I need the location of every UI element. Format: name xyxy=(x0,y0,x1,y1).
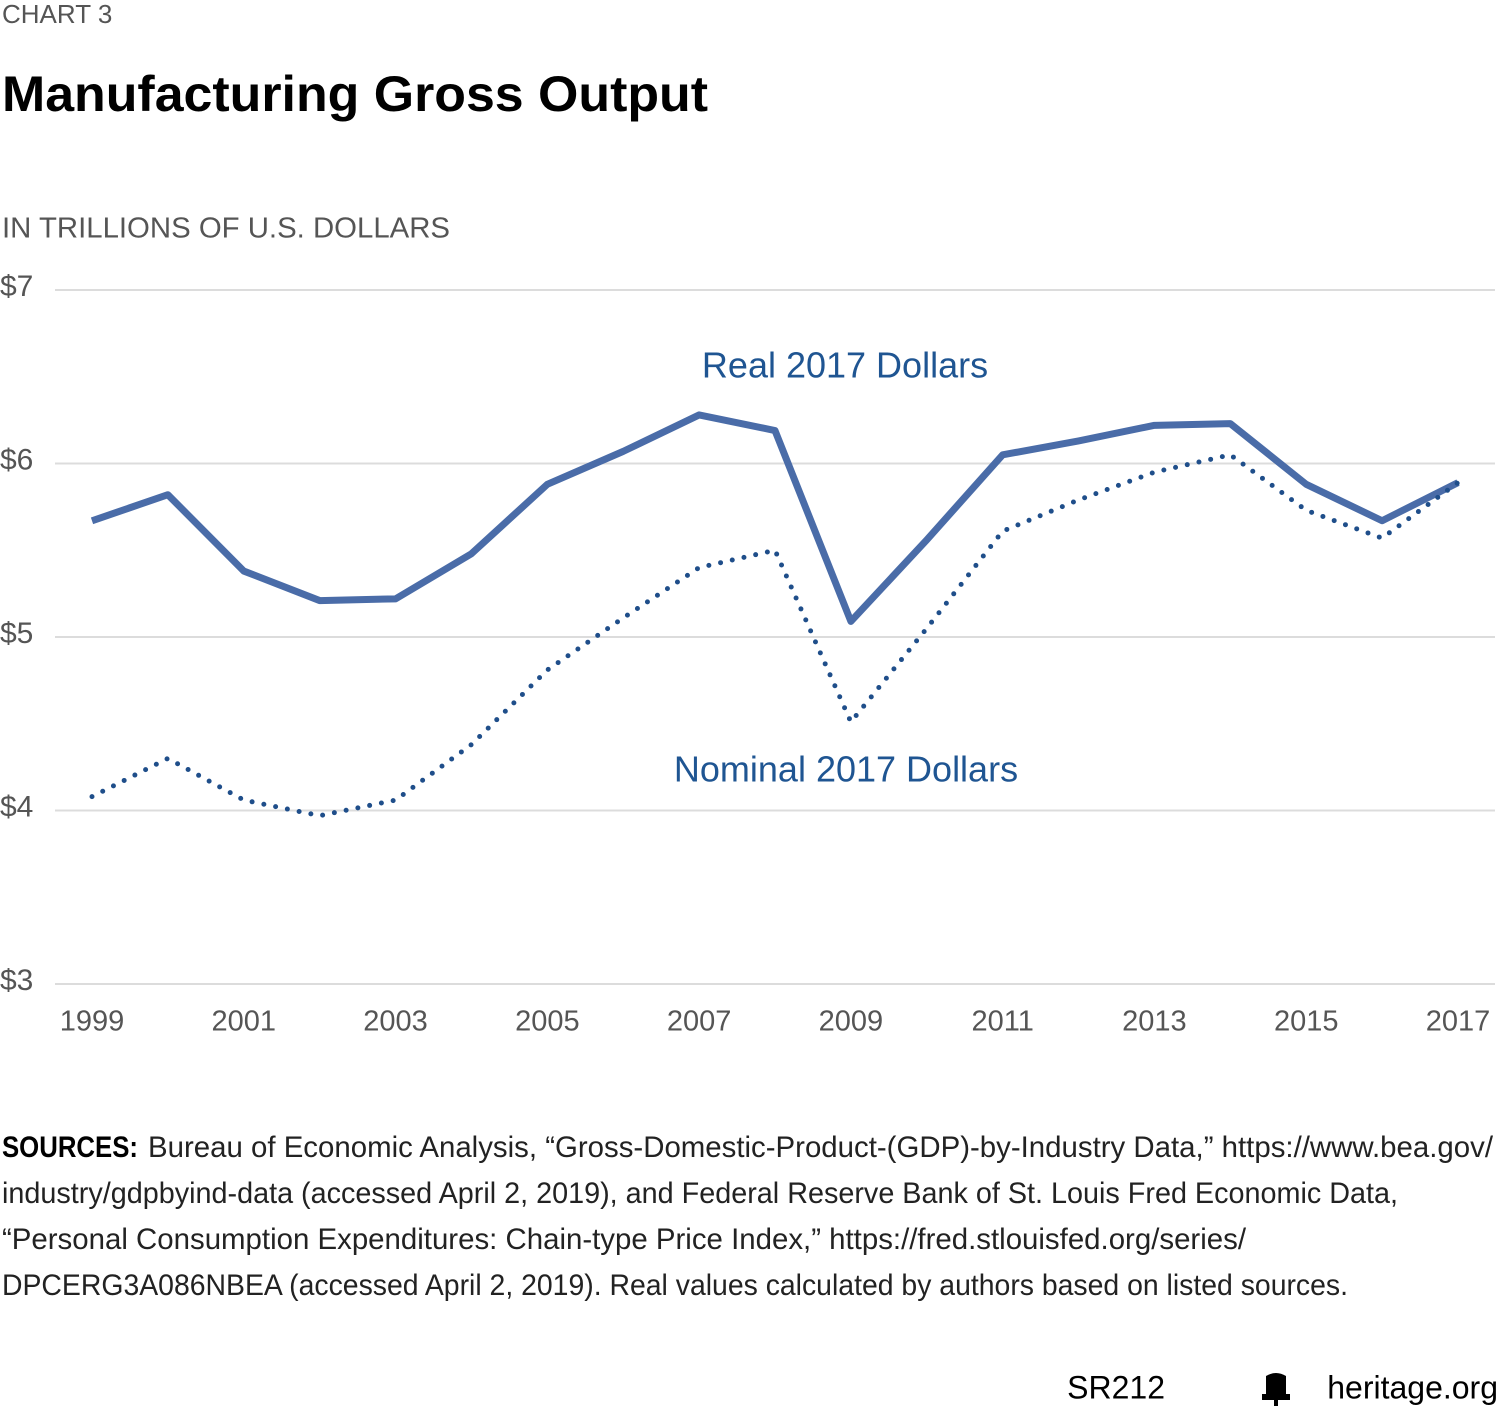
bell-icon xyxy=(1262,1373,1290,1406)
footer-code: SR212 xyxy=(1067,1369,1165,1405)
source-text: DPCERG3A086NBEA (accessed April 2, 2019)… xyxy=(2,1269,1348,1302)
x-tick-label: 2007 xyxy=(667,1006,732,1038)
series-annotation: Nominal 2017 Dollars xyxy=(674,749,1018,790)
x-tick-label: 2011 xyxy=(971,1006,1033,1038)
chart-label: CHART 3 xyxy=(2,0,112,29)
x-tick-label: 2005 xyxy=(515,1006,580,1038)
y-tick-label: $4 xyxy=(0,790,33,823)
subtitle: IN TRILLIONS OF U.S. DOLLARS xyxy=(2,213,450,245)
line-solid xyxy=(90,411,1460,625)
x-tick-label: 1999 xyxy=(60,1006,125,1038)
source-label: SOURCES: xyxy=(2,1131,138,1164)
x-tick-label: 2003 xyxy=(363,1006,428,1038)
source-text: Bureau of Economic Analysis, “Gross-Dome… xyxy=(148,1131,1494,1164)
x-tick-label: 2013 xyxy=(1122,1006,1187,1038)
x-tick-label: 2017 xyxy=(1426,1006,1491,1038)
chart-title: Manufacturing Gross Output xyxy=(2,66,708,122)
x-tick-label: 2015 xyxy=(1274,1006,1339,1038)
series-annotation: Real 2017 Dollars xyxy=(702,345,988,386)
y-tick-label: $6 xyxy=(0,443,33,476)
footer-site: heritage.org xyxy=(1327,1369,1498,1405)
x-tick-label: 2009 xyxy=(819,1006,884,1038)
source-text: industry/gdpbyind-data (accessed April 2… xyxy=(2,1177,1398,1210)
y-tick-label: $3 xyxy=(0,964,33,997)
y-tick-label: $5 xyxy=(0,617,33,650)
x-tick-label: 2001 xyxy=(212,1006,277,1038)
y-tick-label: $7 xyxy=(0,270,33,303)
source-text: “Personal Consumption Expenditures: Chai… xyxy=(2,1223,1247,1256)
